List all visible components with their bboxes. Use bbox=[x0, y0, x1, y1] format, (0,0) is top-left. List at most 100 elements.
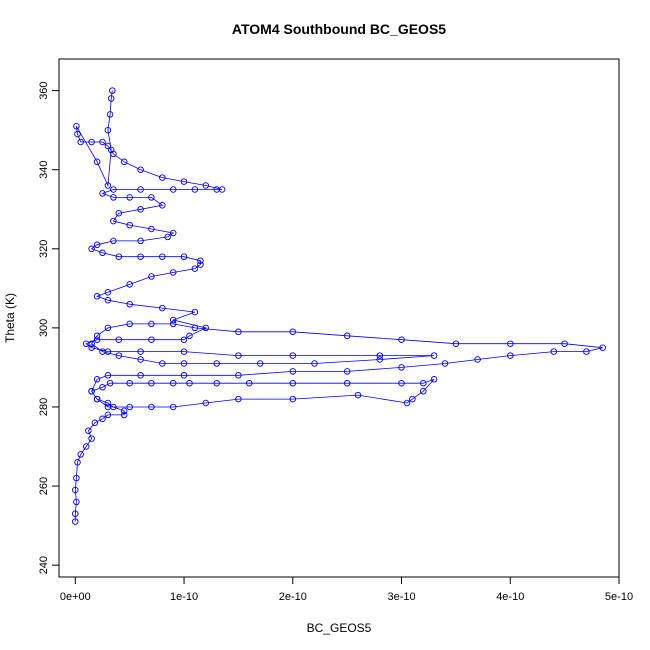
data-point bbox=[104, 372, 112, 379]
data-point bbox=[72, 510, 79, 517]
data-point bbox=[104, 348, 112, 355]
data-point bbox=[137, 356, 144, 363]
data-point bbox=[289, 352, 297, 359]
data-point bbox=[159, 304, 166, 312]
data-point bbox=[169, 403, 177, 411]
data-point bbox=[289, 368, 297, 375]
x-tick-label: 3e-10 bbox=[387, 591, 415, 603]
data-point bbox=[115, 253, 123, 260]
data-point bbox=[104, 296, 112, 304]
data-point bbox=[246, 379, 253, 387]
data-point bbox=[115, 336, 123, 343]
data-point bbox=[148, 379, 155, 387]
data-point bbox=[137, 166, 144, 173]
data-point bbox=[107, 95, 115, 102]
data-point bbox=[120, 411, 128, 419]
data-point bbox=[148, 273, 155, 280]
x-tick-label: 1e-10 bbox=[170, 591, 198, 603]
x-tick-label: 4e-10 bbox=[496, 591, 524, 603]
data-point bbox=[99, 383, 106, 391]
series-line bbox=[74, 90, 603, 522]
data-point bbox=[82, 443, 90, 450]
data-point bbox=[148, 403, 155, 411]
y-axis-label: Theta (K) bbox=[3, 293, 17, 343]
data-point bbox=[110, 186, 117, 193]
data-point bbox=[126, 300, 133, 308]
chart-title: ATOM4 Southbound BC_GEOS5 bbox=[232, 21, 446, 37]
data-point bbox=[235, 372, 242, 379]
data-point bbox=[256, 360, 264, 367]
data-point bbox=[180, 372, 188, 379]
data-point bbox=[106, 111, 114, 118]
data-point bbox=[73, 122, 80, 130]
data-point bbox=[137, 348, 144, 355]
data-point bbox=[109, 87, 116, 94]
data-point bbox=[191, 265, 199, 272]
data-point bbox=[197, 257, 204, 264]
data-point bbox=[104, 399, 112, 407]
data-point bbox=[343, 379, 351, 387]
data-point bbox=[186, 379, 193, 387]
data-point bbox=[85, 427, 92, 434]
data-point bbox=[104, 126, 112, 134]
data-point bbox=[73, 498, 80, 506]
data-point bbox=[77, 451, 84, 458]
data-point bbox=[452, 340, 460, 347]
data-point bbox=[99, 249, 106, 257]
data-point bbox=[561, 340, 568, 347]
data-point bbox=[93, 395, 101, 403]
data-point bbox=[148, 225, 155, 233]
data-point bbox=[376, 352, 384, 359]
data-point bbox=[218, 186, 226, 193]
data-point bbox=[126, 403, 133, 411]
data-point bbox=[430, 376, 438, 383]
data-point bbox=[93, 241, 101, 249]
data-point bbox=[137, 237, 144, 245]
x-tick-label: 5e-10 bbox=[605, 591, 633, 603]
data-point bbox=[93, 293, 101, 300]
data-point bbox=[507, 352, 514, 359]
data-point bbox=[88, 435, 95, 442]
data-point bbox=[72, 518, 79, 525]
data-point bbox=[289, 379, 297, 387]
data-point bbox=[126, 221, 133, 229]
data-point bbox=[110, 217, 117, 225]
data-point bbox=[398, 364, 405, 371]
data-point bbox=[430, 352, 438, 359]
data-point bbox=[213, 379, 220, 387]
plot-frame bbox=[58, 58, 620, 578]
data-point bbox=[507, 340, 514, 347]
data-point bbox=[169, 316, 177, 324]
data-point bbox=[420, 379, 427, 387]
data-point bbox=[99, 415, 106, 423]
data-point bbox=[77, 138, 84, 146]
data-point bbox=[191, 186, 199, 193]
data-point bbox=[289, 395, 297, 403]
data-point bbox=[148, 320, 155, 328]
data-point bbox=[137, 206, 144, 213]
data-point bbox=[409, 395, 416, 403]
x-tick-label: 0e+00 bbox=[60, 591, 91, 603]
data-point bbox=[202, 399, 210, 407]
data-point bbox=[137, 186, 144, 193]
data-point bbox=[106, 379, 114, 387]
data-point bbox=[99, 138, 106, 146]
data-point bbox=[126, 194, 133, 201]
data-point bbox=[104, 411, 112, 419]
data-point bbox=[235, 328, 242, 336]
data-point bbox=[115, 352, 123, 359]
data-point bbox=[104, 324, 112, 332]
data-point bbox=[180, 360, 188, 367]
data-point bbox=[289, 328, 297, 336]
data-point bbox=[73, 474, 80, 482]
data-point bbox=[93, 336, 101, 343]
x-axis-label: BC_GEOS5 bbox=[307, 621, 372, 635]
data-point bbox=[99, 190, 106, 197]
x-tick-label: 2e-10 bbox=[279, 591, 307, 603]
data-point bbox=[420, 387, 427, 395]
data-point bbox=[186, 332, 193, 340]
data-point bbox=[159, 174, 166, 181]
data-point bbox=[115, 209, 123, 217]
data-point bbox=[180, 336, 188, 343]
